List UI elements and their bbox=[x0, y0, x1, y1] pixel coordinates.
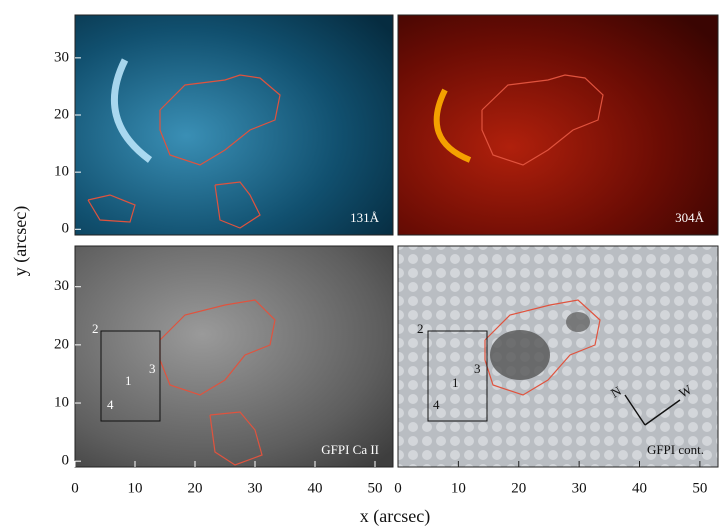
x-axis-label: x (arcsec) bbox=[360, 506, 430, 527]
annotation: 1 bbox=[452, 375, 459, 390]
y-tick-label: 10 bbox=[54, 164, 69, 180]
panel-label: 304Å bbox=[675, 210, 705, 225]
x-tick-label: 40 bbox=[308, 480, 323, 496]
x-tick-label: 0 bbox=[71, 480, 79, 496]
x-tick-label: 0 bbox=[394, 480, 402, 496]
y-tick-label: 30 bbox=[54, 278, 69, 294]
panel-label: GFPI cont. bbox=[647, 442, 704, 457]
x-tick-label: 50 bbox=[368, 480, 383, 496]
panel-image bbox=[398, 15, 718, 235]
x-tick-label: 10 bbox=[451, 480, 466, 496]
x-tick-label: 10 bbox=[128, 480, 143, 496]
annotation: 2 bbox=[92, 321, 99, 336]
panel-label: GFPI Ca II bbox=[321, 442, 379, 457]
y-axis-label: y (arcsec) bbox=[10, 206, 31, 276]
panel-image bbox=[398, 246, 718, 467]
y-tick-label: 10 bbox=[54, 394, 69, 410]
x-tick-label: 40 bbox=[632, 480, 647, 496]
y-tick-label: 30 bbox=[54, 49, 69, 65]
annotation: 3 bbox=[474, 361, 481, 376]
annotation: 4 bbox=[433, 397, 440, 412]
panel-image bbox=[75, 15, 393, 235]
annotation: 3 bbox=[149, 361, 156, 376]
y-tick-label: 20 bbox=[54, 336, 69, 352]
x-tick-label: 20 bbox=[511, 480, 526, 496]
panel-image bbox=[75, 246, 393, 467]
y-tick-label: 0 bbox=[62, 453, 70, 469]
y-tick-label: 20 bbox=[54, 106, 69, 122]
x-tick-label: 20 bbox=[188, 480, 203, 496]
annotation: 1 bbox=[125, 373, 132, 388]
annotation: 4 bbox=[107, 397, 114, 412]
x-tick-label: 50 bbox=[692, 480, 707, 496]
x-tick-label: 30 bbox=[572, 480, 587, 496]
y-tick-label: 0 bbox=[62, 221, 70, 237]
figure: 2 1 3 4 2 1 3 4 N W x (arcsec) y (arcsec… bbox=[0, 0, 725, 531]
panel-label: 131Å bbox=[350, 210, 380, 225]
x-tick-label: 30 bbox=[248, 480, 263, 496]
annotation: 2 bbox=[417, 321, 424, 336]
